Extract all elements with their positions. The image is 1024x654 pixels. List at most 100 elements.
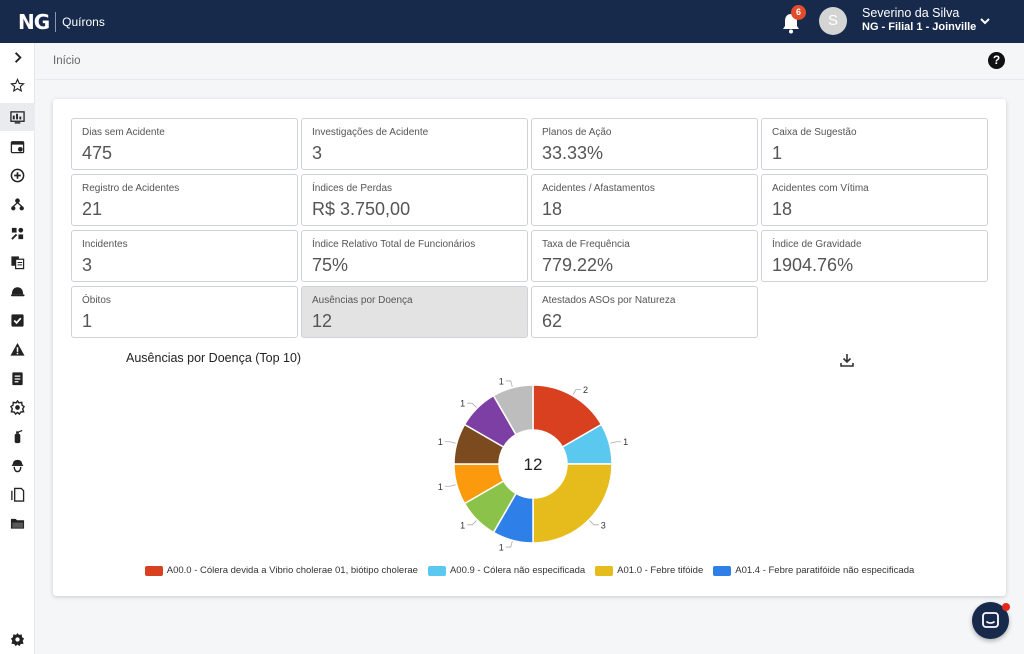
kpi-value: 12: [312, 311, 333, 331]
chart-legend: A00.0 - Cólera devida a Vibrio cholerae …: [53, 565, 1006, 576]
sidebar: [0, 43, 35, 654]
kpi-obitos[interactable]: Óbitos 1: [71, 286, 298, 338]
kpi-label: Incidentes: [82, 239, 128, 250]
kpi-dias-sem-acidente[interactable]: Dias sem Acidente 475: [71, 118, 298, 170]
kpi-label: Investigações de Acidente: [312, 127, 429, 138]
dashboard-icon[interactable]: [0, 103, 35, 131]
legend-item[interactable]: A01.0 - Febre tifóide: [595, 565, 703, 576]
legend-label: A01.4 - Febre paratifóide não especifica…: [735, 565, 915, 576]
kpi-value: 18: [772, 199, 793, 219]
warning-icon[interactable]: [0, 335, 35, 363]
kpi-indices-de-perdas[interactable]: Índices de Perdas R$ 3.750,00: [301, 174, 528, 226]
kpi-value: 18: [542, 199, 563, 219]
helmet-icon[interactable]: [0, 277, 35, 305]
kpi-label: Registro de Acidentes: [82, 183, 180, 194]
breadcrumb-current[interactable]: Início: [53, 55, 81, 67]
kpi-value: 75%: [312, 255, 349, 275]
kpi-value: 33.33%: [542, 143, 604, 163]
slice-label-line: [589, 520, 599, 526]
settings-icon[interactable]: [0, 625, 35, 653]
kpi-label: Índice Relativo Total de Funcionários: [312, 239, 476, 250]
slice-value-label: 2: [583, 385, 588, 395]
star-icon[interactable]: [0, 71, 35, 99]
legend-item[interactable]: A00.9 - Cólera não especificada: [427, 565, 586, 576]
folder-icon[interactable]: [0, 509, 35, 537]
kpi-indice-de-gravidade[interactable]: Índice de Gravidade 1904.76%: [761, 230, 988, 282]
slice-label-line: [444, 484, 456, 487]
kpi-planos-de-acao[interactable]: Planos de Ação 33.33%: [531, 118, 758, 170]
puzzle-icon[interactable]: [0, 219, 35, 247]
kpi-value: 779.22%: [542, 255, 614, 275]
download-icon[interactable]: [839, 352, 855, 368]
settings-gear-icon[interactable]: [0, 393, 35, 421]
chevron-down-icon[interactable]: [978, 14, 992, 28]
app-logo[interactable]: NG Quírons: [18, 0, 105, 43]
kpi-indice-relativo-total[interactable]: Índice Relativo Total de Funcionários 75…: [301, 230, 528, 282]
legend-swatch: [595, 565, 614, 576]
donut-chart: 2 1 3 1 1 1 1 1 1 12: [438, 376, 628, 553]
worker-icon[interactable]: [0, 451, 35, 479]
kpi-value: 3: [82, 255, 93, 275]
user-name[interactable]: Severino da Silva: [862, 6, 960, 20]
logo-divider: [55, 11, 57, 32]
checkbox-icon[interactable]: [0, 306, 35, 334]
chat-icon: [982, 612, 999, 628]
user-branch[interactable]: NG - Filial 1 - Joinville: [862, 21, 977, 33]
kpi-label: Acidentes com Vítima: [772, 183, 869, 194]
top-bar: NG Quírons: [0, 0, 1024, 43]
slice-value-label: 1: [499, 543, 504, 553]
kpi-label: Óbitos: [82, 295, 111, 306]
donut-center-total: 12: [524, 455, 543, 474]
kpi-label: Acidentes / Afastamentos: [542, 183, 655, 194]
kpi-value: 1904.76%: [772, 255, 854, 275]
slice-value-label: 1: [623, 437, 628, 447]
kpi-taxa-de-frequencia[interactable]: Taxa de Frequência 779.22%: [531, 230, 758, 282]
chevron-right-icon[interactable]: [0, 43, 35, 71]
kpi-caixa-de-sugestao[interactable]: Caixa de Sugestão 1: [761, 118, 988, 170]
legend-label: A00.0 - Cólera devida a Vibrio cholerae …: [166, 565, 418, 576]
legend-item[interactable]: A00.0 - Cólera devida a Vibrio cholerae …: [144, 565, 418, 576]
kpi-acidentes-com-vitima[interactable]: Acidentes com Vítima 18: [761, 174, 988, 226]
kpi-value: R$ 3.750,00: [312, 199, 411, 219]
kpi-label: Atestados ASOs por Natureza: [542, 295, 676, 306]
documents-icon[interactable]: [0, 248, 35, 276]
kpi-registro-de-acidentes[interactable]: Registro de Acidentes 21: [71, 174, 298, 226]
legend-swatch: [144, 565, 163, 576]
notifications-badge: 6: [791, 5, 806, 20]
legend-swatch: [713, 565, 732, 576]
logo-mark: NG: [18, 9, 50, 34]
slice-label-line: [505, 380, 513, 387]
legend-swatch: [427, 565, 446, 576]
legend-label: A00.9 - Cólera não especificada: [449, 565, 586, 576]
slice-value-label: 1: [499, 376, 504, 386]
chart-title: Ausências por Doença (Top 10): [126, 351, 302, 365]
slice-label-line: [467, 520, 477, 526]
kpi-investigacoes-de-acidente[interactable]: Investigações de Acidente 3: [301, 118, 528, 170]
slice-value-label: 1: [460, 520, 465, 530]
copy-icon[interactable]: [0, 480, 35, 508]
kpi-acidentes-afastamentos[interactable]: Acidentes / Afastamentos 18: [531, 174, 758, 226]
user-avatar[interactable]: S: [819, 7, 847, 35]
help-icon[interactable]: ?: [988, 52, 1005, 69]
logo-name: Quírons: [62, 14, 105, 29]
calendar-icon[interactable]: [0, 132, 35, 160]
slice-label-line: [610, 441, 622, 444]
kpi-ausencias-por-doenca[interactable]: Ausências por Doença 12: [301, 286, 528, 338]
donut-slice[interactable]: [492, 384, 534, 436]
kpi-label: Caixa de Sugestão: [772, 127, 857, 138]
kpi-atestados-asos[interactable]: Atestados ASOs por Natureza 62: [531, 286, 758, 338]
kpi-value: 21: [82, 199, 103, 219]
legend-item[interactable]: A01.4 - Febre paratifóide não especifica…: [713, 565, 914, 576]
legend-label: A01.0 - Febre tifóide: [617, 565, 704, 576]
kpi-incidentes[interactable]: Incidentes 3: [71, 230, 298, 282]
clipboard-icon[interactable]: [0, 364, 35, 392]
donut-slice[interactable]: [532, 463, 613, 544]
kpi-value: 62: [542, 311, 563, 331]
kpi-label: Ausências por Doença: [312, 295, 413, 306]
kpi-label: Índice de Gravidade: [772, 239, 862, 250]
extinguisher-icon[interactable]: [0, 422, 35, 450]
add-circle-icon[interactable]: [0, 161, 35, 189]
kpi-label: Índices de Perdas: [312, 183, 393, 194]
kpi-label: Taxa de Frequência: [542, 239, 630, 250]
hierarchy-icon[interactable]: [0, 190, 35, 218]
